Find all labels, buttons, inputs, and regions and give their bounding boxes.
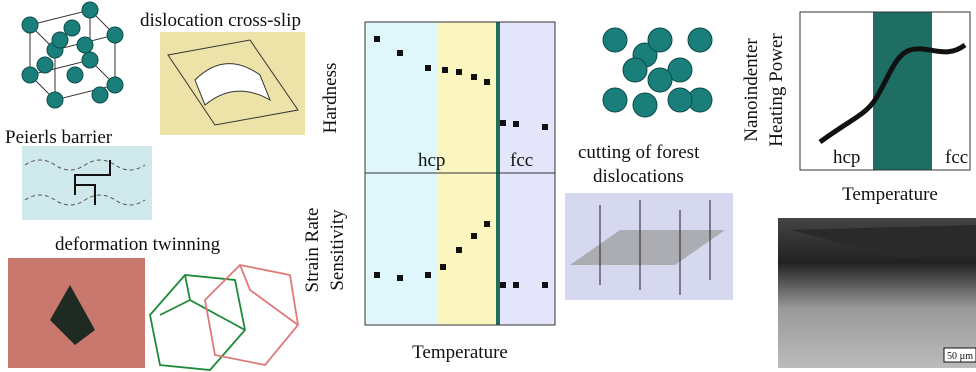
label: Heating Power [766,33,787,147]
forest-sketch [565,193,733,300]
hcp-crystal [22,2,123,108]
peierls-sketch [22,146,152,220]
label: fcc [945,147,968,168]
label: deformation twinning [55,234,221,255]
label: fcc [510,150,533,171]
figure: dislocation cross-slip Peierls barrier d… [0,0,976,372]
fcc-crystal [603,28,712,117]
label: Strain Rate [302,208,323,293]
scale-bar-label: 50 µm [947,351,973,362]
label: Hardness [320,63,341,134]
sem-image [778,218,976,368]
label: hcp [833,147,860,168]
twinning-image [8,258,145,368]
label: Temperature [842,184,938,205]
cross-slip-sketch [160,32,305,135]
label: dislocation cross-slip [140,10,301,31]
label: Peierls barrier [5,127,113,148]
label: Temperature [412,342,508,363]
central-plot [365,22,555,325]
label: hcp [418,150,445,171]
label: Sensitivity [327,209,348,291]
label: dislocations [593,166,684,187]
twin-crystals [150,265,298,370]
label: cutting of forest [578,142,700,163]
label: Nanoindenter [741,38,762,142]
